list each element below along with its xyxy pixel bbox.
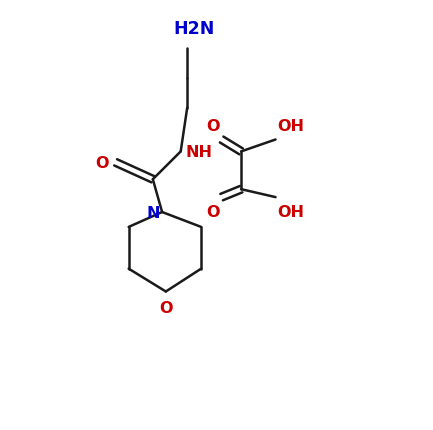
Text: O: O	[96, 156, 109, 170]
Text: OH: OH	[278, 119, 305, 134]
Text: O: O	[206, 204, 220, 219]
Text: H2N: H2N	[173, 20, 214, 38]
Text: N: N	[146, 205, 160, 220]
Text: O: O	[206, 119, 220, 134]
Text: OH: OH	[278, 204, 305, 219]
Text: NH: NH	[186, 144, 213, 160]
Text: O: O	[159, 301, 173, 315]
